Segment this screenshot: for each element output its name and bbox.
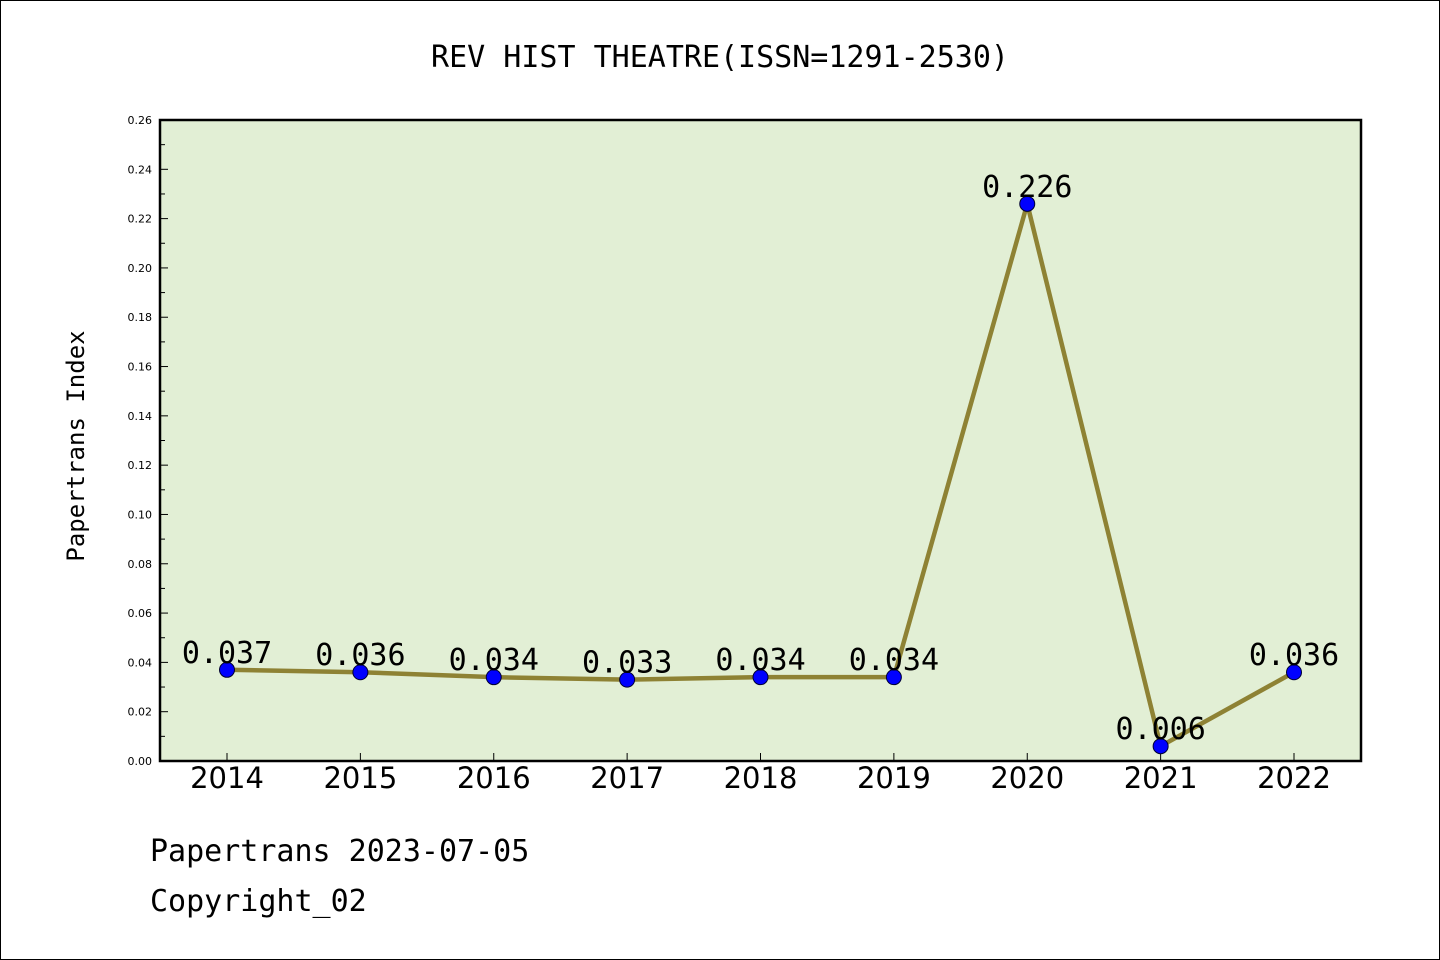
data-point bbox=[752, 669, 769, 686]
data-label: 0.036 bbox=[315, 638, 405, 673]
y-tick-label: 0.10 bbox=[128, 508, 153, 521]
x-tick-label: 2014 bbox=[190, 761, 264, 795]
markers-group bbox=[219, 195, 1302, 755]
data-label: 0.034 bbox=[449, 643, 539, 678]
data-labels-group: 0.037 0.036 0.034 0.033 0.034 0.034 0.226 0.006… bbox=[182, 170, 1339, 747]
x-axis: 2014 2015 2016 2017 2018 2019 2020 2021 2022 bbox=[190, 753, 1331, 795]
x-tick-label: 2019 bbox=[857, 761, 931, 795]
y-tick-label: 0.08 bbox=[128, 558, 153, 571]
data-label: 0.037 bbox=[182, 636, 272, 671]
data-label: 0.033 bbox=[582, 646, 672, 681]
data-point bbox=[219, 661, 235, 678]
y-tick-label: 0.26 bbox=[128, 114, 153, 127]
x-tick-label: 2018 bbox=[724, 761, 798, 795]
y-tick-label: 0.24 bbox=[128, 163, 153, 176]
data-point bbox=[885, 669, 902, 686]
y-tick-label: 0.16 bbox=[128, 361, 153, 374]
data-point bbox=[1152, 738, 1169, 755]
data-label: 0.034 bbox=[715, 643, 805, 678]
x-tick-label: 2020 bbox=[990, 761, 1064, 795]
y-tick-label: 0.22 bbox=[128, 213, 153, 226]
plot-area bbox=[158, 118, 1363, 763]
data-point bbox=[485, 669, 502, 686]
data-point bbox=[352, 664, 369, 681]
data-point bbox=[1019, 195, 1036, 212]
y-tick-label: 0.20 bbox=[128, 262, 153, 275]
data-label: 0.034 bbox=[849, 643, 939, 678]
footer-date: Papertrans 2023-07-05 bbox=[150, 834, 530, 869]
x-tick-label: 2022 bbox=[1257, 761, 1331, 795]
y-tick-label: 0.06 bbox=[128, 607, 153, 620]
y-axis: 0.00 0.02 0.04 0.06 0.08 0.10 0.12 0.14 0.16 0.18… bbox=[128, 114, 168, 768]
y-axis-label: Papertrans Index bbox=[62, 330, 90, 561]
y-tick-label: 0.18 bbox=[128, 311, 153, 324]
data-point bbox=[1286, 664, 1302, 681]
footer-copyright: Copyright_02 bbox=[150, 884, 367, 919]
x-tick-label: 2015 bbox=[323, 761, 397, 795]
y-tick-label: 0.04 bbox=[128, 656, 153, 669]
y-tick-label: 0.14 bbox=[128, 410, 153, 423]
x-tick-label: 2021 bbox=[1124, 761, 1198, 795]
data-label: 0.226 bbox=[982, 170, 1072, 205]
y-tick-label: 0.00 bbox=[128, 755, 153, 768]
x-tick-label: 2017 bbox=[590, 761, 664, 795]
x-tick-label: 2016 bbox=[457, 761, 531, 795]
data-label: 0.006 bbox=[1115, 712, 1205, 747]
y-tick-label: 0.12 bbox=[128, 459, 153, 472]
data-point bbox=[619, 671, 636, 688]
data-label: 0.036 bbox=[1249, 638, 1339, 673]
chart-title: REV HIST THEATRE(ISSN=1291-2530) bbox=[431, 40, 1009, 75]
y-tick-label: 0.02 bbox=[128, 706, 153, 719]
